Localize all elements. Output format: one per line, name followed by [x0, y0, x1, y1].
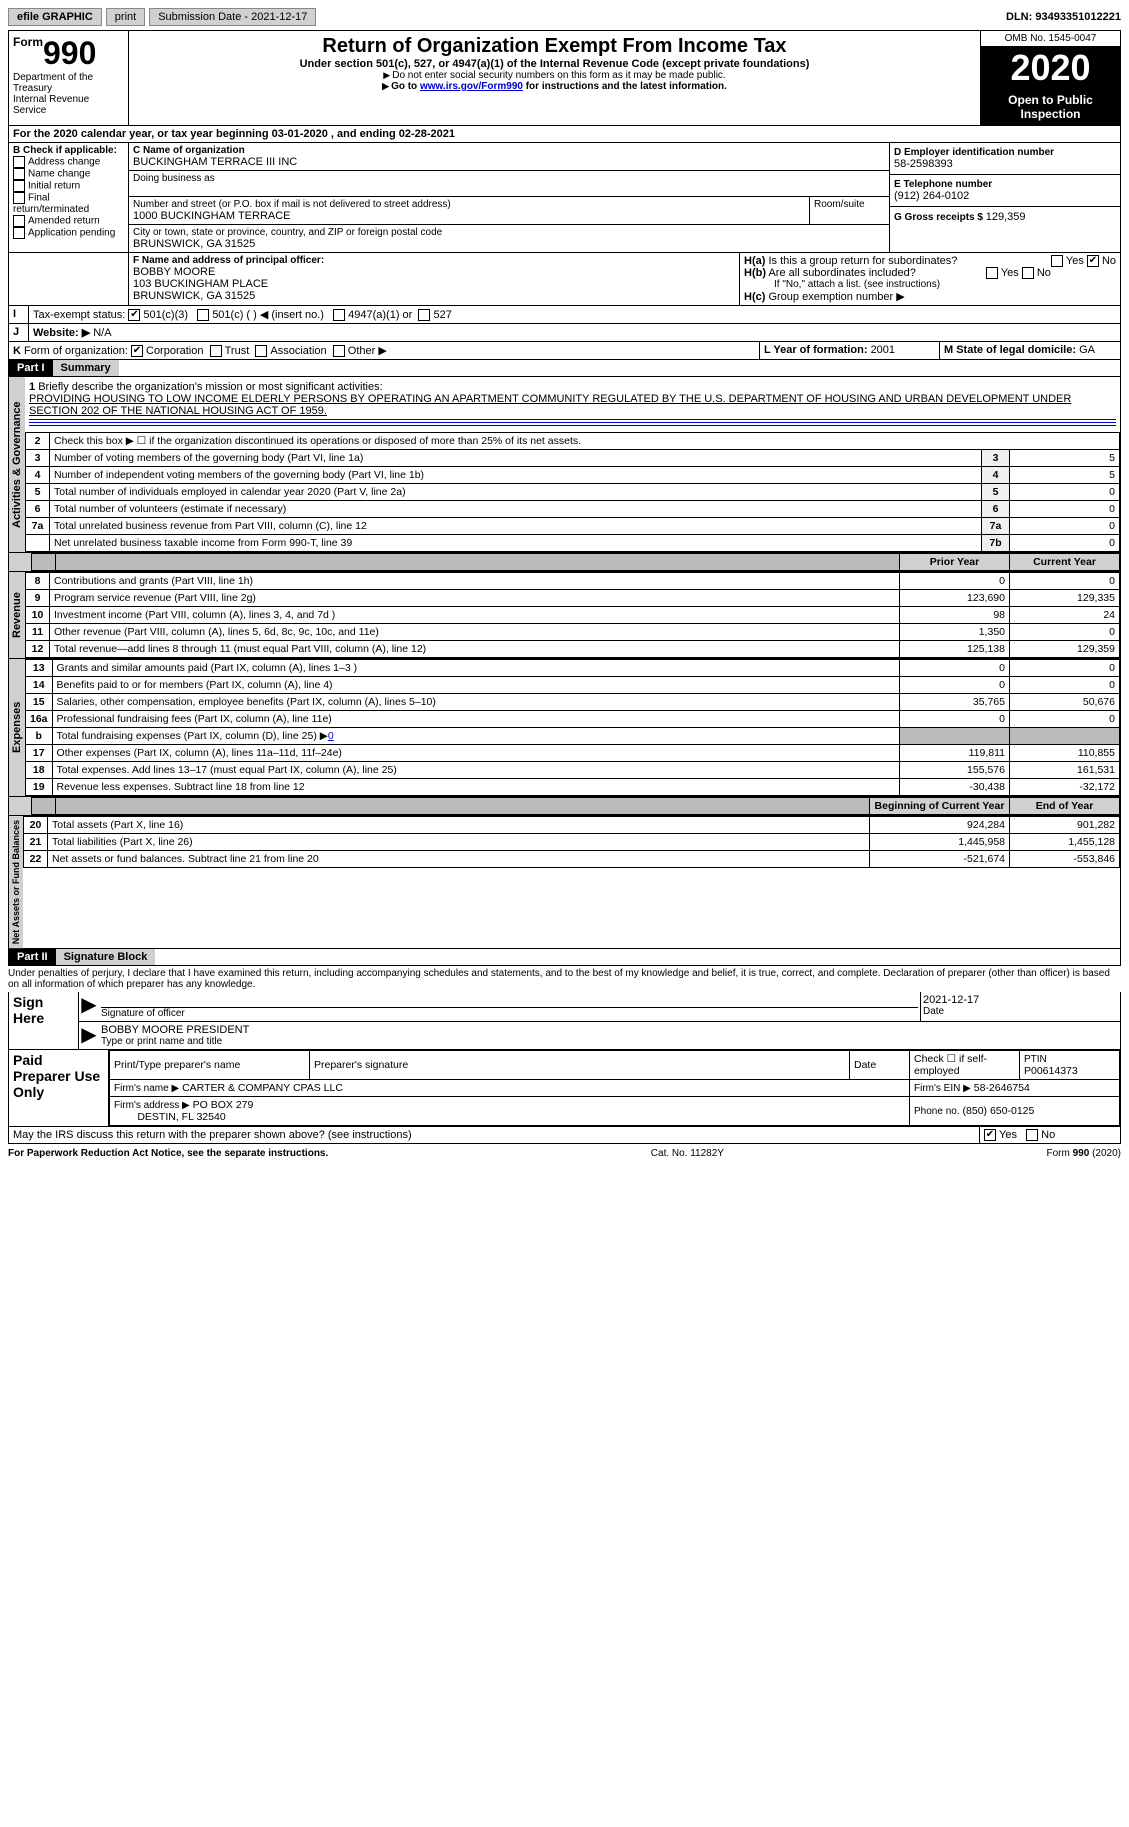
column-headers: Prior Year Current Year: [8, 553, 1121, 572]
efile-label: efile GRAPHIC: [8, 8, 102, 26]
addr-label: Number and street (or P.O. box if mail i…: [133, 199, 805, 210]
header-block: B Check if applicable: Address change Na…: [8, 143, 1121, 253]
dept-treasury: Department of the Treasury: [13, 72, 124, 94]
dba-label: Doing business as: [133, 173, 885, 184]
period-text: For the 2020 calendar year, or tax year …: [9, 126, 1120, 142]
city-label: City or town, state or province, country…: [133, 227, 885, 238]
b-final: Final return/terminated: [13, 192, 124, 215]
b-name-change: Name change: [13, 168, 124, 180]
print-button[interactable]: print: [106, 8, 145, 26]
org-name: BUCKINGHAM TERRACE III INC: [133, 156, 885, 168]
footer-left: For Paperwork Reduction Act Notice, see …: [8, 1148, 328, 1159]
sign-here-block: Sign Here ▶ Signature of officer 2021-12…: [8, 992, 1121, 1050]
penalty-text: Under penalties of perjury, I declare th…: [8, 966, 1121, 992]
ein: 58-2598393: [894, 158, 1116, 170]
f-h-block: F Name and address of principal officer:…: [8, 253, 1121, 306]
h-b-note: If "No," attach a list. (see instruction…: [744, 279, 1116, 290]
mission-text: PROVIDING HOUSING TO LOW INCOME ELDERLY …: [29, 393, 1071, 417]
form-subtitle: Under section 501(c), 527, or 4947(a)(1)…: [133, 58, 976, 70]
officer-name: BOBBY MOORE: [133, 266, 735, 278]
b-amended: Amended return: [13, 215, 124, 227]
b-initial: Initial return: [13, 180, 124, 192]
irs-link[interactable]: www.irs.gov/Form990: [420, 81, 523, 92]
officer-addr2: BRUNSWICK, GA 31525: [133, 290, 735, 302]
revenue-section: Revenue 8Contributions and grants (Part …: [8, 572, 1121, 659]
governance-label: Activities & Governance: [9, 377, 25, 552]
form-header: Form990 Department of the Treasury Inter…: [8, 30, 1121, 126]
discuss-row: May the IRS discuss this return with the…: [8, 1127, 1121, 1144]
topbar: efile GRAPHIC print Submission Date - 20…: [8, 8, 1121, 26]
i-row: I Tax-exempt status: 501(c)(3) 501(c) ( …: [8, 306, 1121, 324]
note-link: Go to www.irs.gov/Form990 for instructio…: [133, 81, 976, 92]
net-column-headers: Beginning of Current Year End of Year: [8, 797, 1121, 816]
sig-date: 2021-12-17: [923, 994, 1118, 1006]
net-assets-label: Net Assets or Fund Balances: [9, 816, 23, 948]
j-row: J Website: ▶ N/A: [8, 324, 1121, 342]
h-a: H(a) Is this a group return for subordin…: [744, 255, 1116, 267]
officer-addr1: 103 BUCKINGHAM PLACE: [133, 278, 735, 290]
paid-preparer-block: Paid Preparer Use Only Print/Type prepar…: [8, 1050, 1121, 1127]
footer-right: Form 990 (2020): [1047, 1148, 1121, 1159]
gross-receipts: 129,359: [986, 211, 1026, 223]
org-address: 1000 BUCKINGHAM TERRACE: [133, 210, 805, 222]
box-e-label: E Telephone number: [894, 179, 1116, 190]
part2-header: Part IISignature Block: [8, 949, 1121, 966]
dln: DLN: 93493351012221: [1006, 11, 1121, 23]
paid-preparer-label: Paid Preparer Use Only: [9, 1050, 109, 1126]
period-row: For the 2020 calendar year, or tax year …: [8, 126, 1121, 143]
form-title: Return of Organization Exempt From Incom…: [133, 35, 976, 58]
form-number: Form990: [13, 35, 124, 72]
phone: (912) 264-0102: [894, 190, 1116, 202]
org-city: BRUNSWICK, GA 31525: [133, 238, 885, 250]
b-addr-change: Address change: [13, 156, 124, 168]
box-g-label: G Gross receipts $: [894, 212, 986, 223]
box-b-label: B Check if applicable:: [13, 145, 124, 156]
omb-number: OMB No. 1545-0047: [981, 31, 1120, 47]
tax-year: 2020: [981, 47, 1120, 89]
revenue-label: Revenue: [9, 572, 25, 658]
h-b: H(b) Are all subordinates included? Yes …: [744, 267, 1116, 279]
b-pending: Application pending: [13, 227, 124, 239]
page-footer: For Paperwork Reduction Act Notice, see …: [8, 1144, 1121, 1159]
box-f-label: F Name and address of principal officer:: [133, 255, 735, 266]
footer-mid: Cat. No. 11282Y: [651, 1148, 724, 1159]
box-c-label: C Name of organization: [133, 145, 885, 156]
room-label: Room/suite: [814, 199, 885, 210]
net-assets-section: Net Assets or Fund Balances 20Total asse…: [8, 816, 1121, 949]
expenses-section: Expenses 13Grants and similar amounts pa…: [8, 659, 1121, 797]
submission-date: Submission Date - 2021-12-17: [149, 8, 316, 26]
public-inspection: Open to Public Inspection: [981, 89, 1120, 125]
sign-here-label: Sign Here: [9, 992, 79, 1049]
expenses-label: Expenses: [9, 659, 25, 796]
note-ssn: Do not enter social security numbers on …: [133, 70, 976, 81]
h-c: H(c) Group exemption number ▶: [744, 290, 1116, 303]
governance-section: Activities & Governance 1 Briefly descri…: [8, 377, 1121, 553]
part1-header: Part ISummary: [8, 360, 1121, 377]
box-d-label: D Employer identification number: [894, 147, 1116, 158]
k-row: K Form of organization: Corporation Trus…: [8, 342, 1121, 360]
officer-sig-name: BOBBY MOORE PRESIDENT: [101, 1024, 1118, 1036]
irs: Internal Revenue Service: [13, 94, 124, 116]
